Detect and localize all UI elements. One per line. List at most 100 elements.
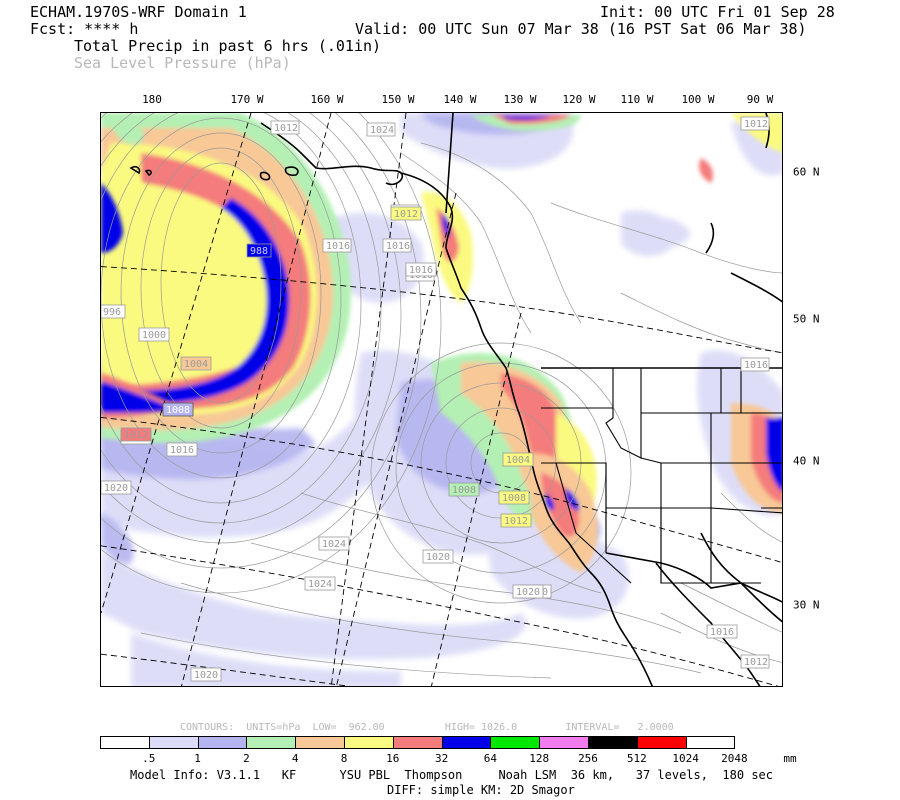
isobar-label-text: 1016 <box>386 241 410 252</box>
isobar-label: 1008 <box>162 402 194 417</box>
isobar-label: 1016 <box>740 357 770 372</box>
isobar-label-text: 1016 <box>326 241 350 252</box>
isobar-label: 1024 <box>366 122 396 137</box>
colorbar-tick-label: 512 <box>626 752 647 765</box>
isobar-label: 1008 <box>448 482 480 497</box>
colorbar-tick-label: 128 <box>529 752 550 765</box>
isobar-label-text: 1020 <box>194 670 218 681</box>
isobar-label: 1016 <box>166 442 198 457</box>
isobar-label-text: 1020 <box>104 483 128 494</box>
colorbar-swatch <box>685 736 736 749</box>
colorbar-swatch <box>441 736 492 749</box>
colorbar-tick-label: 32 <box>434 752 449 765</box>
isobar-label-text: 1012 <box>394 209 418 220</box>
isobar-label-text: 1004 <box>506 455 530 466</box>
colorbar-swatch <box>344 736 394 749</box>
contour-info: CONTOURS: UNITS=hPa LOW= 962.00 HIGH= 10… <box>180 722 674 733</box>
isobar-label: 996 <box>101 304 126 319</box>
isobar-label-text: 1016 <box>409 265 433 276</box>
isobar-label-text: 1012 <box>124 430 148 441</box>
storm-cloud-nw <box>101 173 152 253</box>
colorbar-tick-label: 1024 <box>672 752 699 765</box>
isobar-label: 1012 <box>390 206 422 221</box>
isobar-label: 1000 <box>138 327 170 342</box>
isobar-label-text: 1012 <box>744 119 768 130</box>
lat-label: 40 N <box>793 454 820 468</box>
isobar-label: 988 <box>246 243 272 258</box>
lon-label: 110 W <box>620 93 654 106</box>
colorbar-tick-label: 1 <box>194 752 201 765</box>
isobar-label-text: 1012 <box>504 516 528 527</box>
isobar-label-text: 1016 <box>744 360 768 371</box>
isobar-label-text: 1008 <box>166 405 190 416</box>
isobar-label-text: 1008 <box>452 485 476 496</box>
isobar-label-text: 1024 <box>322 539 346 550</box>
isobar-label: 1020 <box>512 584 544 599</box>
isobar-label: 1020 <box>101 480 132 495</box>
colorbar-swatch <box>197 736 248 749</box>
colorbar-tick-label: 2 <box>243 752 250 765</box>
init-time: Init: 00 UTC Fri 01 Sep 28 <box>600 3 835 21</box>
colorbar-swatch <box>539 736 589 749</box>
lat-label: 30 N <box>793 598 820 612</box>
colorbar-tick-label: 256 <box>578 752 598 765</box>
isobar-label: 1016 <box>322 238 352 253</box>
lon-label: 130 W <box>503 93 537 106</box>
diff-info: DIFF: simple KM: 2D Smagor <box>387 783 575 797</box>
map-panel: 1012 1024 1012 1016 1016 1016 1012 1016 … <box>100 112 783 687</box>
colorbar-units: mm <box>783 752 797 765</box>
colorbar-tick-label: 8 <box>340 752 348 765</box>
lat-label: 60 N <box>793 165 820 179</box>
isobar-label: 1020 <box>190 667 222 682</box>
lat-label: 50 N <box>793 312 820 326</box>
lon-label: 140 W <box>443 93 477 106</box>
isobar-label: 1020 <box>422 549 454 564</box>
isobar-label-text: 996 <box>103 307 121 318</box>
lon-label: 100 W <box>681 93 715 106</box>
colorbar-swatch <box>246 736 297 749</box>
storm-bands-midwest <box>731 403 782 513</box>
isobar-label: 1012 <box>740 654 770 669</box>
isobar-label: 1004 <box>180 356 212 371</box>
isobar-label: 1016 <box>405 262 437 277</box>
storm-bands-west <box>101 113 351 443</box>
isobar-label-text: 1000 <box>142 330 166 341</box>
isobar-label: 1012 <box>120 427 152 442</box>
colorbar-swatch <box>100 736 150 749</box>
lon-label: 120 W <box>562 93 596 106</box>
isobar-label: 1016 <box>706 624 738 639</box>
colorbar-swatch <box>636 736 687 749</box>
isobar-label-text: 1008 <box>502 493 526 504</box>
colorbar-swatch <box>490 736 541 749</box>
lon-label: 170 W <box>230 93 264 106</box>
colorbar-tick-label: 16 <box>386 752 400 765</box>
isobar-label-text: 1020 <box>516 587 540 598</box>
lon-label: 90 W <box>746 93 774 106</box>
isobar-label-text: 1020 <box>426 552 450 563</box>
isobar-label-text: 1004 <box>184 359 208 370</box>
colorbar-tick-label: .5 <box>142 752 156 765</box>
isobar-label: 1016 <box>382 238 412 253</box>
lon-label: 150 W <box>381 93 415 106</box>
isobar-label: 1004 <box>502 452 534 467</box>
isobar-label-text: 1016 <box>710 627 734 638</box>
valid-time: Valid: 00 UTC Sun 07 Mar 38 (16 PST Sat … <box>355 20 807 38</box>
colorbar-tick-label: 4 <box>291 752 299 765</box>
isobar-label: 1012 <box>500 513 532 528</box>
model-title: ECHAM.1970S-WRF Domain 1 <box>30 3 247 21</box>
model-info: Model Info: V3.1.1 KF YSU PBL Thompson N… <box>130 768 773 782</box>
state-borders <box>541 368 782 584</box>
field-slp-label: Sea Level Pressure (hPa) <box>74 54 291 72</box>
colorbar-swatch <box>392 736 443 749</box>
lon-label: 180 <box>142 93 162 106</box>
map-canvas: 1012 1024 1012 1016 1016 1016 1012 1016 … <box>101 113 782 686</box>
isobar-label-text: 1024 <box>308 579 332 590</box>
isobar-label: 1024 <box>304 576 336 591</box>
isobar-label: 1024 <box>318 536 350 551</box>
isobar-label: 1012 <box>270 120 300 135</box>
isobar-label-text: 1024 <box>370 125 394 136</box>
lon-label: 160 W <box>310 93 344 106</box>
isobar-label-text: 1016 <box>170 445 194 456</box>
forecast-hour: Fcst: **** h <box>30 20 139 38</box>
colorbar-tick-label: 64 <box>483 752 498 765</box>
